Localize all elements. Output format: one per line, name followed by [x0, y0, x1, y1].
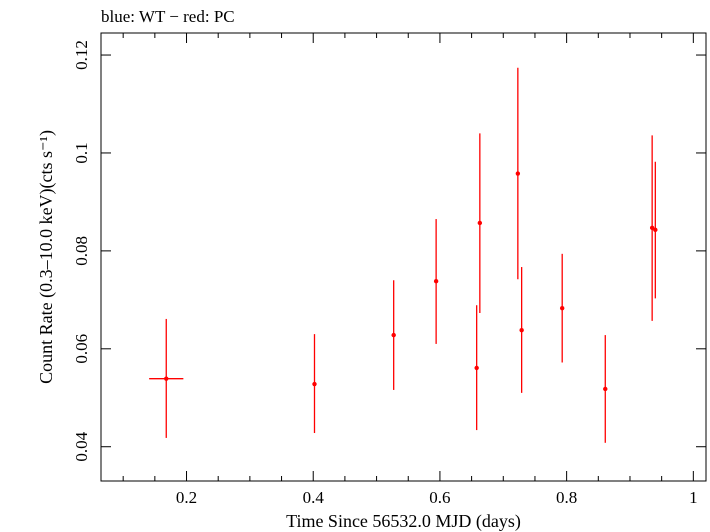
data-point [515, 171, 521, 176]
data-point [649, 225, 655, 231]
data-point [519, 327, 524, 333]
plot-frame [100, 32, 707, 482]
x-tick-label: 1 [689, 488, 698, 507]
data-point [474, 365, 479, 371]
data-point [391, 332, 396, 338]
data-point [477, 220, 483, 226]
data-point [433, 279, 439, 284]
y-tick-label: 0.04 [72, 431, 91, 461]
y-tick-label: 0.08 [72, 236, 91, 266]
x-tick-label: 0.4 [303, 488, 325, 507]
data-point [603, 386, 608, 392]
y-tick-label: 0.06 [72, 334, 91, 364]
data-point [164, 376, 169, 381]
axis-ticks [101, 33, 706, 481]
x-tick-label: 0.6 [429, 488, 450, 507]
chart-title: blue: WT − red: PC [101, 7, 235, 26]
data-point [653, 227, 658, 233]
x-tick-label: 0.8 [556, 488, 577, 507]
y-tick-label: 0.1 [72, 142, 91, 163]
x-tick-label: 0.2 [176, 488, 197, 507]
x-axis-label: Time Since 56532.0 MJD (days) [286, 511, 521, 532]
data-points [149, 67, 658, 443]
tick-labels: 0.2 0.4 0.6 0.8 1 0.04 0.06 0.08 0.1 0.12 [72, 40, 698, 507]
data-point [312, 381, 317, 387]
data-point [559, 305, 565, 311]
y-axis-label: Count Rate (0.3–10.0 keV)(cts s⁻¹) [36, 130, 57, 384]
y-tick-label: 0.12 [72, 40, 91, 70]
